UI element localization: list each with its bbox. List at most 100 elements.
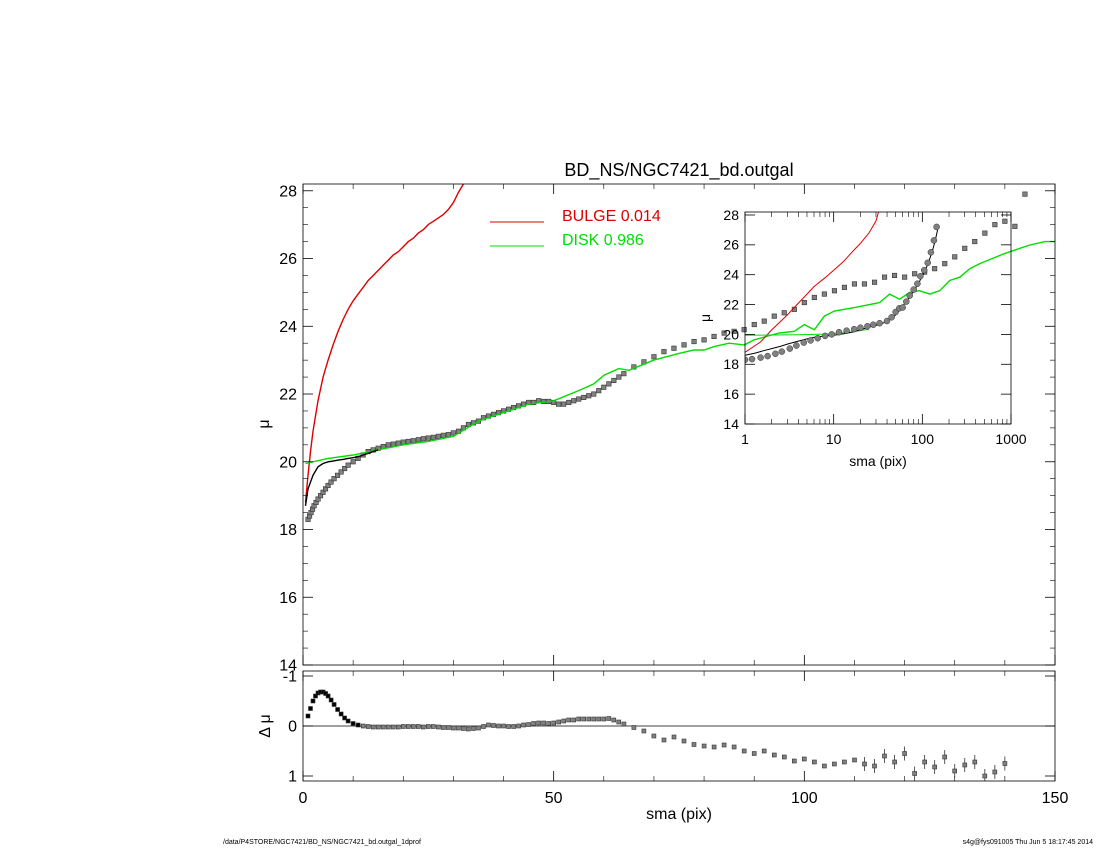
inset-data-point	[843, 327, 850, 334]
residual-ytick-label: -1	[283, 669, 297, 686]
main-data-point	[621, 371, 627, 377]
residual-data-point	[531, 721, 536, 726]
main-data-point	[671, 345, 677, 351]
residual-data-point	[430, 724, 436, 729]
main-data-point	[331, 476, 337, 482]
main-data-point	[761, 318, 767, 324]
residual-data-point	[801, 756, 807, 762]
inset-panel: 1 10 100 1000 14 16 18 20 22 24 26 28 sma (pix) μ	[697, 207, 1027, 469]
residual-data-point	[596, 716, 602, 722]
main-data-point	[821, 291, 827, 297]
inset-data-point	[821, 332, 829, 340]
main-data-point	[410, 438, 416, 444]
main-data-point	[405, 438, 411, 445]
inset-series-total-line	[745, 228, 939, 356]
main-data-point	[415, 437, 421, 443]
main-data-point	[1002, 218, 1008, 224]
residual-data-point	[781, 754, 787, 760]
main-data-point	[751, 321, 757, 328]
residual-data-point	[852, 757, 857, 763]
main-ylabel: μ	[256, 419, 273, 428]
residual-data-point	[420, 724, 426, 730]
inset-ylabel: μ	[697, 314, 713, 322]
main-data-point	[771, 313, 777, 319]
inset-data-point	[920, 266, 928, 274]
main-data-point	[942, 261, 948, 267]
residual-data-point	[551, 720, 557, 726]
residual-data-point	[761, 748, 767, 754]
residual-data-point	[375, 724, 381, 730]
residual-data-point	[581, 716, 587, 722]
inset-data-point	[933, 223, 940, 231]
legend-label-0: BULGE 0.014	[562, 208, 661, 225]
residual-data-point	[621, 721, 627, 727]
inset-data-point	[807, 337, 814, 344]
residual-ytick-label: 0	[288, 719, 297, 736]
main-data-point	[851, 281, 858, 287]
main-data-point	[342, 465, 348, 472]
main-data-point	[861, 281, 868, 287]
residual-data-point	[491, 723, 496, 728]
inset-data-point	[850, 325, 858, 333]
residual-data-point	[751, 751, 757, 756]
residual-data-point	[691, 742, 697, 747]
residual-data-point	[501, 723, 506, 729]
inset-ytick-label: 16	[723, 386, 739, 402]
inset-data-point	[910, 286, 917, 293]
inset-data-point	[814, 334, 821, 342]
footer-timestamp: s4g@fys091005 Thu Jun 5 18:17:45 2014	[962, 839, 1093, 846]
main-data-point	[701, 337, 707, 343]
main-data-point	[325, 482, 331, 489]
residual-data-point	[451, 725, 456, 731]
residual-data-point	[701, 743, 707, 749]
residual-data-point	[932, 764, 938, 770]
residual-data-point	[380, 724, 386, 730]
main-data-point	[912, 271, 918, 277]
residual-data-point	[842, 759, 847, 765]
residual-data-point	[922, 759, 928, 765]
residual-data-point	[335, 707, 340, 712]
residual-data-point	[471, 726, 476, 731]
inset-xtick-label: 1000	[995, 431, 1026, 447]
inset-xtick-label: 10	[826, 431, 842, 447]
residual-data-point	[972, 759, 978, 765]
residual-data-point	[681, 738, 687, 744]
main-data-point	[334, 472, 341, 478]
residual-data-point	[616, 719, 622, 725]
footer-file-path: /data/P4STORE/NGC7421/BD_NS/NGC7421_bd.o…	[223, 839, 421, 846]
residual-data-point	[325, 693, 331, 699]
main-data-point	[681, 342, 687, 348]
residual-data-point	[456, 725, 461, 731]
residual-data-point	[571, 717, 577, 723]
residual-data-point	[952, 768, 958, 774]
inset-xtick-label: 100	[911, 431, 935, 447]
residual-data-point	[355, 722, 361, 728]
main-series-bulge-line	[304, 184, 465, 503]
inset-data-point	[930, 237, 938, 244]
residual-data-point	[360, 723, 366, 729]
residual-xtick-label: 50	[545, 790, 563, 807]
residual-data-point	[446, 725, 451, 730]
residual-data-point	[308, 706, 313, 711]
main-data-point	[328, 479, 334, 485]
residual-data-point	[586, 716, 592, 722]
inset-xtick-label: 1	[741, 431, 749, 447]
inset-data-point	[757, 354, 764, 361]
residual-data-point	[992, 769, 998, 775]
main-data-point	[571, 398, 577, 404]
residual-data-point	[536, 720, 541, 726]
main-data-point	[450, 430, 456, 436]
inset-data-point	[906, 292, 913, 299]
residual-xtick-label: 0	[299, 790, 308, 807]
residual-data-point	[962, 762, 968, 768]
main-data-point	[445, 432, 451, 438]
inset-data-point	[876, 319, 883, 327]
residual-data-point	[546, 721, 552, 726]
residual-data-point	[405, 724, 411, 729]
residual-data-point	[410, 724, 416, 729]
inset-ytick-label: 18	[723, 356, 739, 372]
residual-data-point	[912, 771, 917, 776]
main-data-point	[616, 374, 622, 380]
inset-ytick-label: 28	[723, 207, 739, 223]
main-data-point	[741, 327, 747, 333]
